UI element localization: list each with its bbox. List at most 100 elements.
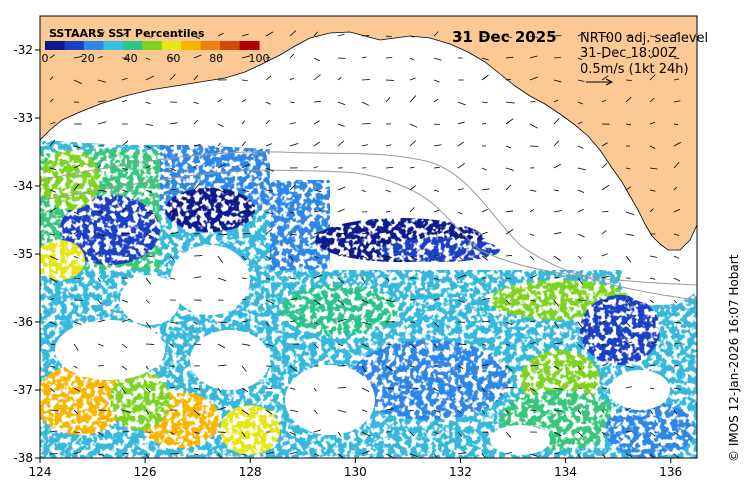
current-vector bbox=[481, 255, 488, 261]
current-vector bbox=[601, 320, 607, 323]
current-vector bbox=[505, 409, 510, 414]
current-vector bbox=[169, 343, 175, 348]
current-vector bbox=[121, 140, 129, 147]
current-vector bbox=[193, 343, 201, 346]
current-vector bbox=[505, 145, 512, 149]
current-vector bbox=[625, 430, 632, 433]
current-vector bbox=[217, 277, 227, 282]
current-vector bbox=[649, 277, 656, 280]
current-vector bbox=[145, 321, 152, 329]
x-tick-label: 130 bbox=[344, 465, 367, 479]
current-vector bbox=[241, 55, 251, 59]
current-vector bbox=[361, 101, 370, 106]
current-vector bbox=[577, 365, 581, 370]
current-vector bbox=[73, 79, 82, 85]
current-vector bbox=[361, 343, 369, 348]
colorbar-swatch bbox=[239, 41, 260, 50]
current-vector bbox=[577, 208, 584, 213]
current-vector bbox=[481, 101, 488, 104]
current-vector bbox=[49, 122, 56, 125]
colorbar-swatch bbox=[122, 41, 143, 50]
current-vector bbox=[457, 162, 465, 169]
current-vector bbox=[457, 35, 463, 38]
current-vector bbox=[457, 409, 462, 414]
current-vector bbox=[553, 321, 559, 329]
current-vector bbox=[265, 75, 272, 81]
current-vector bbox=[145, 277, 151, 285]
current-vector bbox=[649, 122, 656, 125]
current-vector bbox=[193, 183, 200, 191]
current-vector bbox=[625, 167, 631, 170]
current-vector bbox=[649, 409, 654, 415]
date-title: 31 Dec 2025 bbox=[452, 28, 557, 46]
current-vector bbox=[289, 365, 298, 372]
colorbar-tick-label: 100 bbox=[249, 52, 270, 65]
current-vector bbox=[601, 299, 608, 302]
current-vector bbox=[145, 365, 149, 370]
current-vector bbox=[457, 431, 463, 437]
current-vector bbox=[361, 387, 370, 392]
current-vector bbox=[361, 365, 367, 373]
current-vector bbox=[673, 141, 682, 147]
current-vector bbox=[433, 209, 440, 213]
current-vector bbox=[409, 365, 415, 368]
current-vector bbox=[673, 365, 679, 367]
current-vector bbox=[673, 123, 679, 126]
current-vector bbox=[505, 78, 511, 81]
current-vector bbox=[289, 387, 296, 390]
current-vector bbox=[121, 365, 128, 371]
current-vector bbox=[505, 299, 510, 305]
colorbar-tick-label: 0 bbox=[42, 52, 49, 65]
current-vector bbox=[145, 409, 150, 415]
current-vector bbox=[553, 189, 559, 192]
current-vector bbox=[337, 299, 345, 306]
current-vector bbox=[409, 207, 415, 213]
current-vector bbox=[313, 299, 321, 306]
current-vector bbox=[49, 54, 56, 59]
current-vector bbox=[601, 431, 606, 436]
current-vector bbox=[553, 431, 562, 437]
current-vector bbox=[673, 31, 680, 37]
current-vector bbox=[193, 119, 198, 125]
current-vector bbox=[289, 77, 295, 81]
current-vector bbox=[673, 277, 681, 282]
current-vector bbox=[241, 79, 248, 82]
current-vector bbox=[601, 230, 607, 235]
map-frame bbox=[39, 15, 698, 459]
current-vector bbox=[529, 299, 536, 302]
current-vector bbox=[553, 99, 559, 103]
product-line-3: 0.5m/s (1kt 24h) bbox=[580, 62, 689, 77]
current-vector bbox=[265, 101, 271, 105]
product-line-2: 31-Dec 18:00Z bbox=[580, 46, 677, 61]
current-vector bbox=[97, 31, 105, 37]
current-vector bbox=[97, 277, 101, 282]
current-vector bbox=[145, 123, 154, 127]
current-vector bbox=[217, 453, 223, 458]
current-vector bbox=[193, 101, 199, 105]
y-tick-label: -37 bbox=[13, 383, 33, 397]
current-vector bbox=[601, 275, 610, 279]
current-vector bbox=[649, 299, 654, 304]
current-vector bbox=[121, 207, 127, 213]
current-vector bbox=[121, 167, 128, 171]
current-vector bbox=[481, 453, 487, 458]
current-vector bbox=[73, 365, 78, 369]
current-vector bbox=[457, 211, 463, 215]
current-vector bbox=[481, 209, 488, 213]
current-vector bbox=[289, 101, 295, 104]
current-vector bbox=[241, 99, 246, 103]
colorbar-swatch bbox=[200, 41, 221, 50]
current-vector bbox=[673, 161, 680, 169]
current-vector bbox=[529, 341, 536, 345]
colorbar-swatch bbox=[142, 41, 163, 50]
current-vector bbox=[625, 233, 634, 236]
y-tick-label: -38 bbox=[13, 451, 33, 465]
current-vector bbox=[121, 430, 130, 433]
current-vector bbox=[217, 189, 227, 193]
current-vector bbox=[553, 79, 562, 83]
current-vector bbox=[145, 387, 151, 393]
current-vector bbox=[337, 254, 343, 257]
current-vector bbox=[673, 387, 681, 390]
current-vector bbox=[73, 409, 79, 415]
current-vector bbox=[169, 188, 177, 191]
